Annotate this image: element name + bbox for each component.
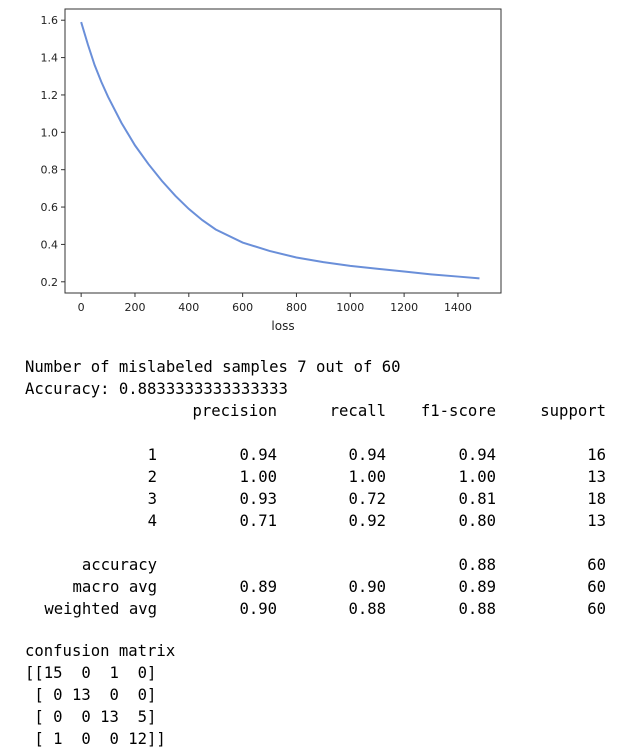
- report-summary-f1: 0.88: [458, 556, 496, 574]
- y-tick-label: 1.2: [41, 89, 59, 102]
- x-tick-label: 600: [232, 301, 253, 314]
- report-cell-precision: 0.94: [239, 446, 277, 464]
- report-header-recall: recall: [329, 402, 386, 420]
- confusion-title: confusion matrix: [25, 642, 176, 660]
- classification-report: precision recall f1-score support 1 0.94 0.94 0…: [0, 400, 606, 620]
- report-row-label: 1: [147, 446, 157, 464]
- x-tick-label: 800: [286, 301, 307, 314]
- report-cell-precision: 1.00: [239, 468, 277, 486]
- y-tick-label: 0.8: [41, 164, 59, 177]
- report-summary-recall: 0.88: [348, 600, 386, 618]
- report-row-label: 4: [147, 512, 157, 530]
- report-cell-f1: 0.80: [458, 512, 496, 530]
- x-tick-label: 0: [78, 301, 85, 314]
- y-tick-label: 0.4: [41, 238, 59, 251]
- report-header-f1: f1-score: [420, 402, 496, 420]
- report-cell-support: 13: [587, 512, 606, 530]
- report-header-support: support: [540, 402, 606, 420]
- report-cell-recall: 0.94: [348, 446, 386, 464]
- report-cell-f1: 0.94: [458, 446, 496, 464]
- x-axis: 0 200 400 600 800 1000 1200 1400: [78, 293, 472, 314]
- report-cell-recall: 1.00: [348, 468, 386, 486]
- y-tick-label: 1.6: [41, 14, 59, 27]
- report-summary-label: accuracy: [81, 556, 157, 574]
- x-axis-label: loss: [271, 319, 294, 333]
- plot-frame: [64, 8, 502, 294]
- y-axis: 0.2 0.4 0.6 0.8 1.0 1.2 1.4 1.6: [41, 14, 65, 289]
- x-tick-label: 1000: [336, 301, 364, 314]
- report-row-label: 2: [147, 468, 157, 486]
- report-summary-label: macro avg: [72, 578, 158, 596]
- report-cell-support: 13: [587, 468, 606, 486]
- report-row-label: 3: [147, 490, 157, 508]
- report-summary-f1: 0.88: [458, 600, 496, 618]
- y-tick-label: 0.2: [41, 276, 59, 289]
- report-summary-support: 60: [587, 578, 606, 596]
- report-header-precision: precision: [192, 402, 278, 420]
- report-summary-recall: 0.90: [348, 578, 386, 596]
- report-cell-f1: 0.81: [458, 490, 496, 508]
- report-cell-recall: 0.92: [348, 512, 386, 530]
- report-summary-f1: 0.89: [458, 578, 496, 596]
- mislabeled-line: Number of mislabeled samples 7 out of 60: [25, 358, 401, 376]
- x-tick-label: 1200: [390, 301, 418, 314]
- report-cell-precision: 0.93: [239, 490, 277, 508]
- loss-chart: 0.2 0.4 0.6 0.8 1.0 1.2 1.4 1.6 0 200 400 600 800 10…: [41, 8, 502, 333]
- confusion-row: [ 0 0 13 5]: [25, 708, 157, 726]
- report-summary-precision: 0.89: [239, 578, 277, 596]
- x-tick-label: 1400: [444, 301, 472, 314]
- confusion-row: [ 0 13 0 0]: [25, 686, 157, 704]
- confusion-row: [ 1 0 0 12]]: [25, 730, 166, 748]
- accuracy-line: Accuracy: 0.8833333333333333: [25, 380, 288, 398]
- x-tick-label: 200: [124, 301, 145, 314]
- report-summary-label: weighted avg: [44, 600, 157, 618]
- confusion-row: [[15 0 1 0]: [25, 664, 157, 682]
- loss-series-line: [80, 21, 480, 280]
- report-summary-support: 60: [587, 600, 606, 618]
- report-summary-precision: 0.90: [239, 600, 277, 618]
- report-summary-support: 60: [587, 556, 606, 574]
- report-cell-f1: 1.00: [458, 468, 496, 486]
- x-tick-label: 400: [178, 301, 199, 314]
- report-cell-precision: 0.71: [239, 512, 277, 530]
- report-cell-support: 18: [587, 490, 606, 508]
- report-cell-recall: 0.72: [348, 490, 386, 508]
- y-tick-label: 1.4: [41, 52, 59, 65]
- y-tick-label: 0.6: [41, 201, 59, 214]
- report-cell-support: 16: [587, 446, 606, 464]
- y-tick-label: 1.0: [41, 126, 59, 139]
